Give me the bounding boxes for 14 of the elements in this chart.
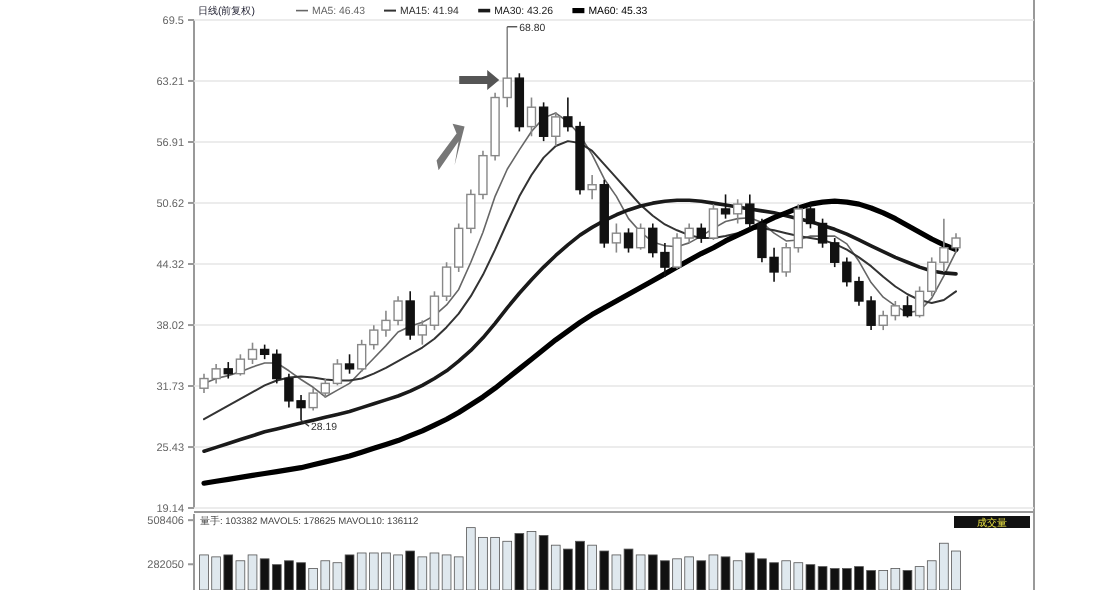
candlestick [623,227,634,254]
candlestick [526,96,537,138]
line-series [203,140,957,421]
candlestick [405,290,415,341]
candlestick [551,111,561,147]
candlestick [732,198,743,225]
candlestick [696,222,706,244]
candlestick [344,353,355,375]
candlestick [635,222,646,251]
candlestick [611,222,622,254]
candlestick [538,101,549,142]
candlestick [708,203,719,241]
candlestick [587,174,597,201]
candlestick [902,295,913,319]
